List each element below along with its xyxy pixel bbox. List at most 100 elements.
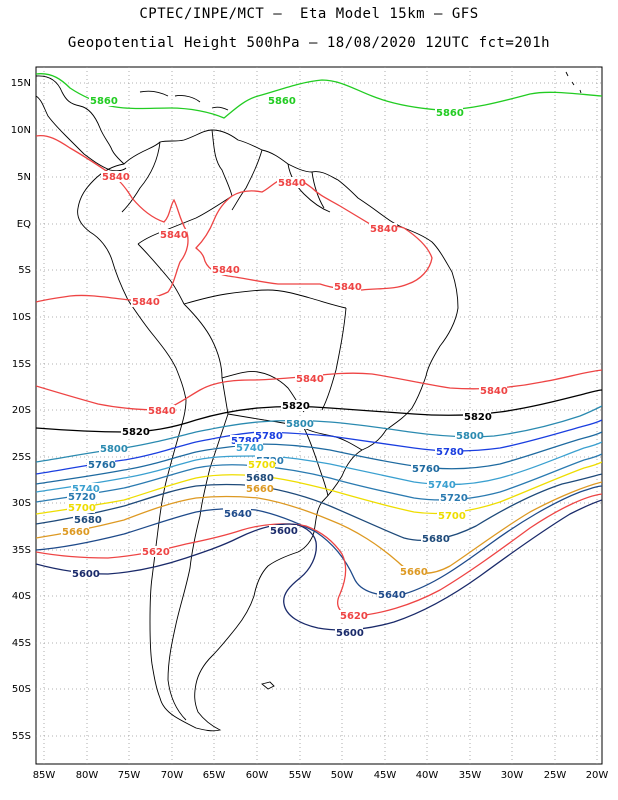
contour-label: 5680 <box>74 515 102 526</box>
contour-label-bg <box>435 107 463 118</box>
contour-label-bg <box>295 373 323 384</box>
contour-label: 5680 <box>246 473 274 484</box>
lon-tick-label: 65W <box>203 770 226 781</box>
contour-label-bg <box>281 400 309 411</box>
contour-5700 <box>36 461 602 515</box>
contour-label: 5840 <box>212 265 240 276</box>
contour-label: 5720 <box>440 493 468 504</box>
lat-tick-label: 55S <box>12 731 31 742</box>
contour-label-bg <box>71 568 99 579</box>
lat-tick-label: 15S <box>12 359 31 370</box>
lat-tick-label: 10S <box>12 312 31 323</box>
contour-label: 5640 <box>224 509 252 520</box>
contour-label: 5600 <box>336 628 364 639</box>
contour-label-bg <box>99 443 127 454</box>
lat-tick-label: 50S <box>12 684 31 695</box>
contour-label-bg <box>479 385 507 396</box>
contour-label: 5780 <box>436 447 464 458</box>
contour-label-bg <box>245 472 273 483</box>
lat-tick-label: 25S <box>12 452 31 463</box>
lat-tick-label: 15N <box>11 78 31 89</box>
lon-tick-label: 35W <box>459 770 482 781</box>
contour-label: 5720 <box>68 492 96 503</box>
contour-label-bg <box>377 589 405 600</box>
contour-label-bg <box>427 479 455 490</box>
contour-label-bg <box>435 446 463 457</box>
lon-tick-label: 25W <box>544 770 567 781</box>
contour-label-bg <box>333 281 361 292</box>
contour-5640 <box>36 485 602 596</box>
contour-label: 5860 <box>268 96 296 107</box>
contour-label-bg <box>335 627 363 638</box>
contour-5660 <box>36 481 602 574</box>
contour-label: 5860 <box>436 108 464 119</box>
lat-tick-label: 30S <box>12 498 31 509</box>
contour-label-bg <box>254 430 282 441</box>
contour-label: 5660 <box>400 567 428 578</box>
contour-label-bg <box>89 95 117 106</box>
contour-label: 5740 <box>236 443 264 454</box>
contour-label: 5600 <box>270 526 298 537</box>
contour-label: 5660 <box>62 527 90 538</box>
contour-label: 5820 <box>464 412 492 423</box>
contour-label-bg <box>147 405 175 416</box>
lat-tick-label: 5N <box>17 172 31 183</box>
contour-label-bg <box>369 223 397 234</box>
contour-label: 5840 <box>160 230 188 241</box>
contour-5800 <box>36 405 602 463</box>
contour-label: 5760 <box>412 464 440 475</box>
contour-label-bg <box>269 525 297 536</box>
contour-label: 5700 <box>438 511 466 522</box>
contour-5680 <box>36 473 602 541</box>
contour-5840 <box>36 134 189 303</box>
lon-tick-label: 40W <box>416 770 439 781</box>
contour-label-bg <box>87 459 115 470</box>
contour-label-bg <box>71 483 99 494</box>
contour-label: 5780 <box>255 431 283 442</box>
contour-label: 5600 <box>72 569 100 580</box>
contour-5600 <box>36 499 602 631</box>
contour-label-bg <box>131 296 159 307</box>
contour-label: 5700 <box>68 503 96 514</box>
contour-label-bg <box>67 502 95 513</box>
contour-label-bg <box>245 483 273 494</box>
contour-label: 5800 <box>100 444 128 455</box>
contour-label-bg <box>439 492 467 503</box>
lat-tick-label: 45S <box>12 638 31 649</box>
contour-label-bg <box>230 435 258 446</box>
contour-label: 5840 <box>132 297 160 308</box>
contour-label: 5780 <box>231 436 259 447</box>
contour-5740 <box>36 441 602 493</box>
lat-tick-label: EQ <box>17 219 31 230</box>
contour-label: 5740 <box>72 484 100 495</box>
contour-label-bg <box>339 610 367 621</box>
lon-tick-label: 70W <box>161 770 184 781</box>
contour-label-bg <box>421 533 449 544</box>
contour-label: 5840 <box>334 282 362 293</box>
contour-label-bg <box>267 95 295 106</box>
lon-tick-label: 85W <box>33 770 56 781</box>
contour-label-bg <box>455 430 483 441</box>
contour-label-bg <box>159 229 187 240</box>
lon-tick-label: 45W <box>374 770 397 781</box>
longitude-axis: 85W 80W 75W 70W 65W 60W 55W 50W 45W 40W 35W 30W 25W 2… <box>33 770 609 781</box>
contour-label: 5860 <box>90 96 118 107</box>
contour-label: 5840 <box>148 406 176 417</box>
lat-tick-label: 35S <box>12 545 31 556</box>
lon-tick-label: 60W <box>246 770 269 781</box>
contour-label-bg <box>411 463 439 474</box>
contour-label: 5800 <box>456 431 484 442</box>
contour-label-bg <box>101 171 129 182</box>
lon-tick-label: 75W <box>118 770 141 781</box>
contour-label: 5680 <box>422 534 450 545</box>
contour-label-bg <box>73 514 101 525</box>
contour-label-bg <box>141 546 169 557</box>
contour-5760 <box>36 431 602 485</box>
contour-label-bg <box>399 566 427 577</box>
contour-5840 <box>195 176 433 291</box>
contour-label-bg <box>61 526 89 537</box>
lon-tick-label: 80W <box>76 770 99 781</box>
contour-label: 5640 <box>378 590 406 601</box>
lat-tick-label: 40S <box>12 591 31 602</box>
